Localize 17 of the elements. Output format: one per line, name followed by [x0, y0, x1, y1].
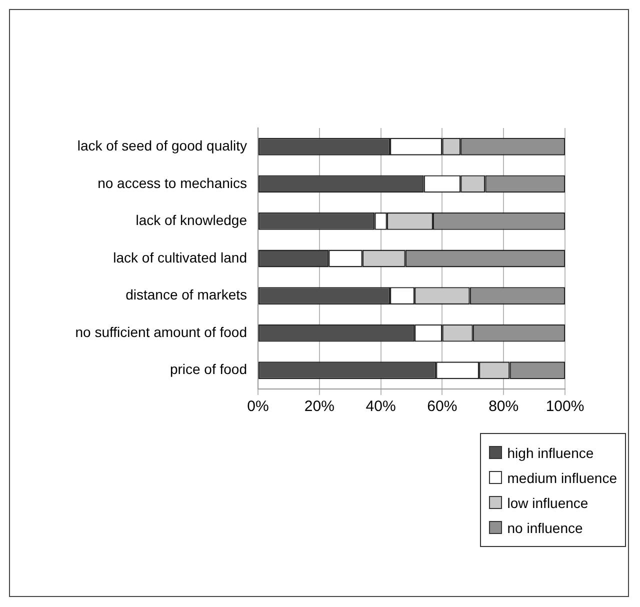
legend-label: high influence	[506, 444, 595, 463]
legend-label: medium influence	[506, 468, 617, 488]
legend-label: no influence	[506, 518, 584, 538]
y-tick-label: lack of knowledge	[136, 212, 248, 228]
y-tick-label: lack of seed of good quality	[77, 138, 247, 154]
y-tick-label: no access to mechanics	[98, 174, 247, 191]
y-tick-label: no sufficient amount of food	[75, 324, 247, 340]
x-tick-label: 20%	[304, 398, 334, 416]
x-tick-label: 60%	[427, 398, 458, 416]
y-tick-label: lack of cultivated land	[113, 249, 247, 266]
x-tick-label: 80%	[488, 398, 519, 416]
y-tick-label: distance of markets	[126, 286, 247, 303]
x-tick-label: 0%	[247, 398, 269, 416]
x-tick-label: 100%	[546, 398, 584, 416]
x-tick-label: 40%	[366, 398, 396, 416]
y-tick-label: price of food	[170, 361, 247, 378]
legend-label: low influence	[506, 494, 590, 512]
